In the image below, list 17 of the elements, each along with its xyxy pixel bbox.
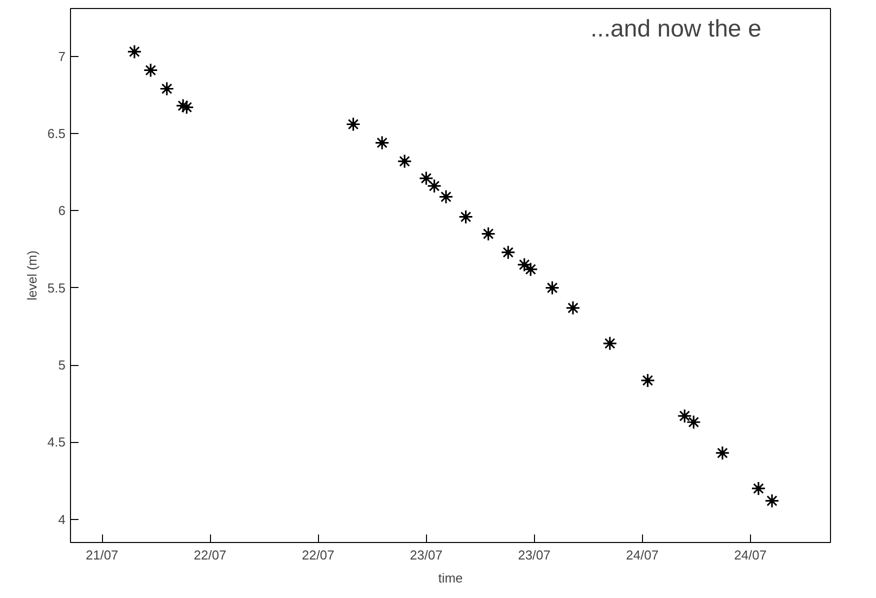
x-tick-label: 22/07	[194, 548, 226, 562]
annotation: ...and now the e	[590, 16, 762, 42]
y-tick-label: 7	[58, 48, 66, 64]
x-tick-label: 22/07	[302, 548, 334, 562]
y-tick-label: 6	[58, 203, 66, 218]
x-tick-label: 24/07	[734, 548, 767, 562]
x-tick-label: 23/07	[410, 548, 442, 562]
y-tick-label: 6.5	[47, 126, 66, 142]
x-tick-label: 24/07	[626, 548, 659, 562]
y-tick-label: 5.5	[47, 280, 66, 296]
x-tick-label: 21/07	[86, 548, 118, 562]
y-tick-label: 4	[58, 512, 66, 527]
y-tick-label: 4.5	[47, 434, 66, 450]
y-axis-title: level (m)	[24, 250, 40, 300]
x-axis-title: time	[438, 570, 463, 586]
x-tick-label: 23/07	[518, 548, 551, 562]
y-tick-label: 5	[58, 358, 66, 373]
